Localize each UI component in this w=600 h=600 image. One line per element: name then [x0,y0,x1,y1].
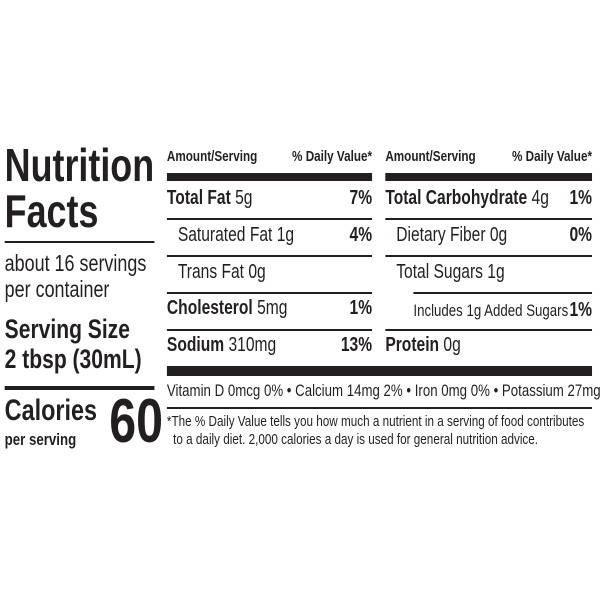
thick-divider [166,173,373,181]
nutrient-amount: 4g [531,187,549,209]
nutrient-name: Protein [385,334,440,356]
servings-per-container-2: per container [4,276,110,302]
thick-divider [385,173,593,181]
nutrient-row: Includes 1g Added Sugars 1% [413,299,592,322]
divider [166,407,593,409]
nutrient-row: Trans Fat 0g [178,261,372,284]
serving-size-label: Serving Size [4,314,130,344]
nutrient-name: Dietary Fiber 0g [396,224,508,246]
nutrient-row: Saturated Fat 1g 4% [178,224,372,247]
nutrient-row: Sodium 310mg 13% [167,334,372,357]
nutrient-amount: 0g [443,334,461,356]
nutrient-row: Protein 0g [385,334,592,357]
nutrient-dv: 0% [569,224,593,246]
column-header: Amount/Serving % Daily Value* [385,148,592,165]
footnote-line-2: to a daily diet. 2,000 calories a day is… [173,431,539,448]
nutrient-name: Includes 1g Added Sugars [413,301,569,320]
calories-label: Calories [4,394,98,427]
divider [4,241,155,243]
servings-per-container: about 16 servings [4,250,147,276]
nutrient-name: Total Fat [166,187,231,209]
thick-divider [166,366,593,376]
divider [166,329,373,331]
calories-per-serving: per serving [4,430,77,449]
divider [166,255,373,257]
dv-header: % Daily Value* [512,148,593,165]
nutrient-amount: 5g [235,187,253,209]
calories-value: 60 [109,387,163,456]
divider [166,218,373,220]
title-nutrition: Nutrition [4,139,155,191]
nutrient-name: Total Carbohydrate [385,187,528,209]
nutrient-amount: 310mg [228,334,277,356]
nutrient-dv: 1% [349,297,373,319]
amount-header: Amount/Serving [166,148,258,165]
nutrient-row: Cholesterol 5mg 1% [167,297,372,320]
footnote-line-1: *The % Daily Value tells you how much a … [166,413,585,430]
column-header: Amount/Serving % Daily Value* [167,148,372,165]
nutrient-name: Total Sugars 1g [396,261,505,283]
nutrient-name: Sodium [166,334,225,356]
nutrient-name: Saturated Fat 1g [177,224,295,246]
divider [4,386,155,390]
divider [385,329,593,331]
nutrient-dv: 1% [569,299,593,321]
nutrient-row: Total Carbohydrate 4g 1% [385,187,592,210]
vitamins-minerals: Vitamin D 0mcg 0% • Calcium 14mg 2% • Ir… [166,381,600,400]
nutrient-row: Dietary Fiber 0g 0% [396,224,592,247]
nutrient-row: Total Sugars 1g [396,261,592,284]
divider [166,292,373,294]
divider [413,292,593,294]
divider [385,255,593,257]
title-facts: Facts [4,185,99,237]
nutrient-dv: 1% [569,187,593,209]
dv-header: % Daily Value* [292,148,373,165]
nutrient-name: Cholesterol [166,297,253,319]
nutrient-dv: 7% [349,187,373,209]
serving-size-value: 2 tbsp (30mL) [4,344,142,374]
nutrient-dv: 13% [340,334,373,356]
amount-header: Amount/Serving [385,148,476,165]
nutrient-name: Trans Fat 0g [177,261,266,283]
divider [385,218,593,220]
nutrient-amount: 5mg [257,297,288,319]
nutrient-row: Total Fat 5g 7% [167,187,372,210]
nutrient-dv: 4% [349,224,373,246]
